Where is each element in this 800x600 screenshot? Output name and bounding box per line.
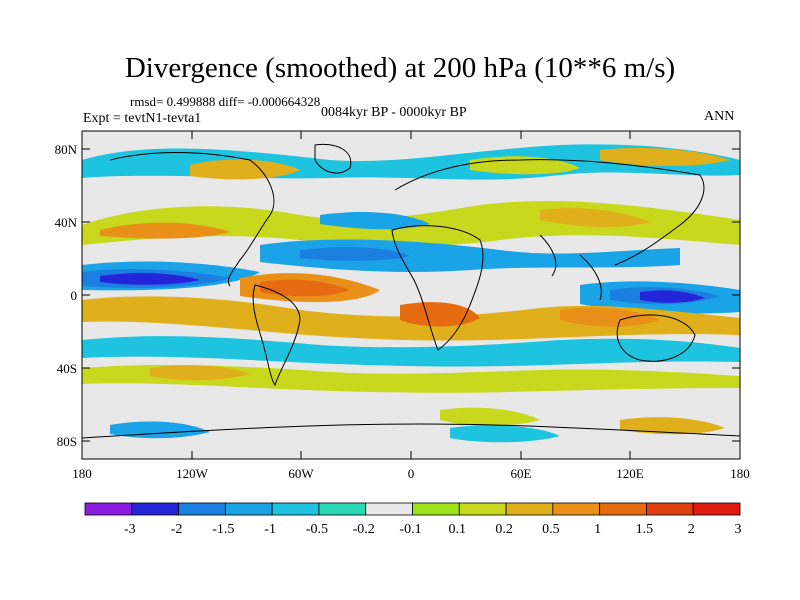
- map-title: Divergence (smoothed) at 200 hPa (10**6 …: [124, 52, 676, 84]
- colorbar-label: 2: [688, 522, 695, 537]
- colorbar-swatch: [271, 502, 320, 516]
- colorbar-swatch: [646, 502, 694, 516]
- colorbar-label: 1: [594, 522, 601, 537]
- experiment-label: Expt = tevtN1-tevta1: [83, 111, 202, 126]
- lon-label: 120E: [616, 466, 644, 481]
- colorbar-swatch: [224, 502, 273, 516]
- stats-label: rmsd= 0.499888 diff= -0.000664328: [130, 94, 321, 109]
- colorbar-label: -1: [264, 522, 276, 537]
- colorbar-swatch: [131, 502, 179, 516]
- period-label: 0084kyr BP - 0000kyr BP: [321, 105, 467, 120]
- axis-ticks: [81, 131, 741, 459]
- lat-labels: 80N 40N 0 40S 80S: [55, 142, 78, 449]
- colorbar-swatch: [458, 502, 507, 516]
- colorbar-label: 3: [735, 522, 742, 537]
- lon-labels: 180 120W 60W 0 60E 120E 180: [72, 466, 750, 481]
- colorbar-label: 0.5: [542, 522, 560, 537]
- colorbar-swatch: [552, 502, 601, 516]
- lon-label: 180: [72, 466, 92, 481]
- colorbar-label: 0.1: [449, 522, 467, 537]
- colorbar-labels: -3 -2 -1.5 -1 -0.5 -0.2 -0.1 0.1 0.2 0.5 1 1.5 2 3: [124, 522, 742, 537]
- contour-field: [82, 144, 740, 443]
- lat-label: 80N: [55, 142, 78, 157]
- lat-label: 0: [71, 288, 78, 303]
- colorbar-swatch: [318, 502, 367, 516]
- colorbar: [84, 502, 741, 516]
- colorbar-swatch: [178, 502, 226, 516]
- lon-label: 120W: [176, 466, 209, 481]
- colorbar-label: 0.2: [495, 522, 513, 537]
- colorbar-swatch: [599, 502, 647, 516]
- season-label: ANN: [704, 109, 735, 124]
- lon-label: 0: [408, 466, 415, 481]
- coastlines: [82, 143, 740, 439]
- lon-label: 60W: [288, 466, 314, 481]
- lat-label: 40N: [55, 215, 78, 230]
- colorbar-swatch: [365, 502, 413, 516]
- colorbar-swatch: [692, 502, 741, 516]
- colorbar-label: -2: [171, 522, 183, 537]
- colorbar-label: -0.2: [353, 522, 375, 537]
- lat-label: 80S: [57, 434, 77, 449]
- colorbar-label: 1.5: [636, 522, 654, 537]
- colorbar-label: -0.1: [399, 522, 421, 537]
- colorbar-label: -0.5: [306, 522, 328, 537]
- colorbar-label: -3: [124, 522, 136, 537]
- colorbar-swatch: [505, 502, 554, 516]
- colorbar-swatch: [84, 502, 133, 516]
- lat-label: 40S: [57, 361, 77, 376]
- lon-label: 180: [730, 466, 750, 481]
- lon-label: 60E: [511, 466, 532, 481]
- colorbar-swatch: [412, 502, 460, 516]
- colorbar-label: -1.5: [212, 522, 234, 537]
